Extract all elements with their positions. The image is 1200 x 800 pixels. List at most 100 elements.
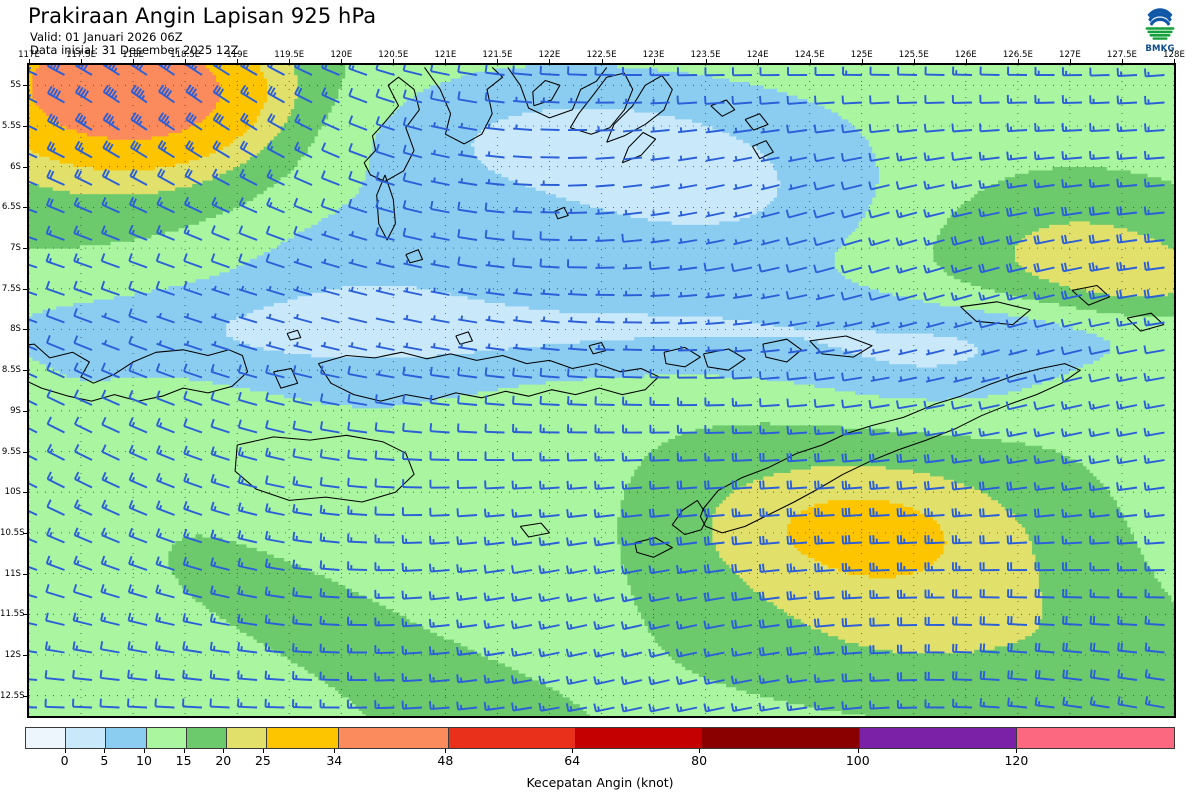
y-tick — [23, 654, 27, 656]
colorbar-tick — [223, 749, 225, 753]
colorbar-segment — [575, 728, 702, 748]
x-tick — [237, 59, 239, 63]
colorbar-tick-label: 64 — [564, 753, 581, 768]
page-title: Prakiraan Angin Lapisan 925 hPa — [28, 4, 377, 28]
colorbar-tick — [334, 749, 336, 753]
y-tick — [23, 207, 27, 209]
colorbar-tick-label: 25 — [254, 753, 271, 768]
x-tick-label: 118.5E — [170, 50, 201, 60]
colorbar-tick-label: 10 — [136, 753, 152, 768]
colorbar-tick-label: 0 — [60, 753, 69, 768]
map-canvas — [29, 65, 1174, 716]
colorbar-tick-label: 15 — [175, 753, 192, 768]
colorbar-tick-label: 20 — [215, 753, 232, 768]
y-tick-label: 11.5S — [0, 609, 25, 620]
bmkg-logo-icon: BMKG — [1139, 5, 1181, 57]
y-tick — [23, 126, 27, 128]
x-tick-label: 127.5E — [1106, 50, 1137, 60]
y-tick — [23, 532, 27, 534]
y-tick — [23, 410, 27, 412]
y-tick — [23, 492, 27, 494]
x-tick-label: 126.5E — [1002, 50, 1033, 60]
x-tick-label: 117.5E — [66, 50, 97, 60]
colorbar-segment — [267, 728, 339, 748]
logo-label: BMKG — [1145, 44, 1175, 54]
colorbar-tick — [445, 749, 447, 753]
x-tick — [445, 59, 447, 63]
y-tick — [23, 329, 27, 331]
x-tick-label: 118E — [122, 50, 144, 60]
x-tick — [601, 59, 603, 63]
x-tick — [809, 59, 811, 63]
x-tick-label: 123E — [642, 50, 665, 60]
colorbar-segment — [186, 728, 227, 748]
colorbar-segment — [1017, 728, 1174, 748]
colorbar-tick — [262, 749, 264, 753]
y-tick — [23, 370, 27, 372]
y-tick — [23, 248, 27, 250]
y-tick-label: 10S — [4, 487, 21, 498]
y-tick — [23, 85, 27, 87]
x-tick-label: 121E — [434, 50, 457, 60]
colorbar-tick — [64, 749, 66, 753]
x-tick — [1069, 59, 1071, 63]
x-tick-label: 123.5E — [690, 50, 721, 60]
y-tick-label: 5S — [10, 80, 21, 91]
y-tick-label: 12S — [4, 649, 21, 660]
colorbar-segment — [449, 728, 576, 748]
colorbar-tick — [699, 749, 701, 753]
y-tick — [23, 614, 27, 616]
x-tick-label: 127E — [1058, 50, 1081, 60]
colorbar-segment — [146, 728, 187, 748]
x-tick — [185, 59, 187, 63]
wind-field-svg — [29, 65, 1174, 716]
x-tick — [289, 59, 291, 63]
colorbar-tick-label: 100 — [845, 753, 870, 768]
colorbar-tick — [857, 749, 859, 753]
colorbar-segment — [106, 728, 147, 748]
wind-map-plot[interactable]: Sumber Data: WRF - CIPS BMKG Pusat Meteo… — [27, 63, 1176, 718]
y-tick-label: 9.5S — [1, 446, 21, 457]
y-tick-label: 12.5S — [0, 690, 25, 701]
colorbar-tick — [183, 749, 185, 753]
y-tick-label: 6.5S — [1, 202, 21, 213]
colorbar-segment — [66, 728, 107, 748]
colorbar-tick — [1016, 749, 1018, 753]
y-tick-label: 7.5S — [1, 283, 21, 294]
chart-header: Prakiraan Angin Lapisan 925 hPa Valid: 0… — [0, 0, 1200, 62]
colorbar-tick-label: 5 — [100, 753, 109, 768]
x-tick — [653, 59, 655, 63]
y-tick-label: 7S — [10, 243, 21, 254]
x-tick — [133, 59, 135, 63]
x-tick — [705, 59, 707, 63]
colorbar-tick — [143, 749, 145, 753]
x-tick-label: 125.5E — [898, 50, 929, 60]
x-tick — [393, 59, 395, 63]
colorbar-segment — [26, 728, 67, 748]
y-tick — [23, 166, 27, 168]
colorbar-tick-label: 34 — [326, 753, 343, 768]
colorbar — [25, 727, 1175, 749]
colorbar-segment — [338, 728, 450, 748]
colorbar-tick-label: 48 — [437, 753, 454, 768]
y-tick — [23, 288, 27, 290]
colorbar-tick — [572, 749, 574, 753]
colorbar-title: Kecepatan Angin (knot) — [526, 775, 674, 790]
colorbar-tick — [104, 749, 106, 753]
y-tick — [23, 573, 27, 575]
x-tick-label: 120E — [330, 50, 353, 60]
x-tick — [1174, 59, 1175, 63]
x-tick-label: 122E — [538, 50, 561, 60]
x-tick-label: 117E — [18, 50, 40, 60]
x-tick — [549, 59, 551, 63]
x-tick-label: 125E — [850, 50, 873, 60]
y-tick-label: 8.5S — [1, 365, 21, 376]
x-tick — [913, 59, 915, 63]
colorbar-segment — [226, 728, 268, 748]
x-tick — [965, 59, 967, 63]
y-tick — [23, 451, 27, 453]
x-tick — [1121, 59, 1123, 63]
x-tick-label: 119E — [226, 50, 249, 60]
y-tick-label: 6S — [10, 161, 21, 172]
valid-time-text: Valid: 01 Januari 2026 06Z — [30, 30, 183, 44]
